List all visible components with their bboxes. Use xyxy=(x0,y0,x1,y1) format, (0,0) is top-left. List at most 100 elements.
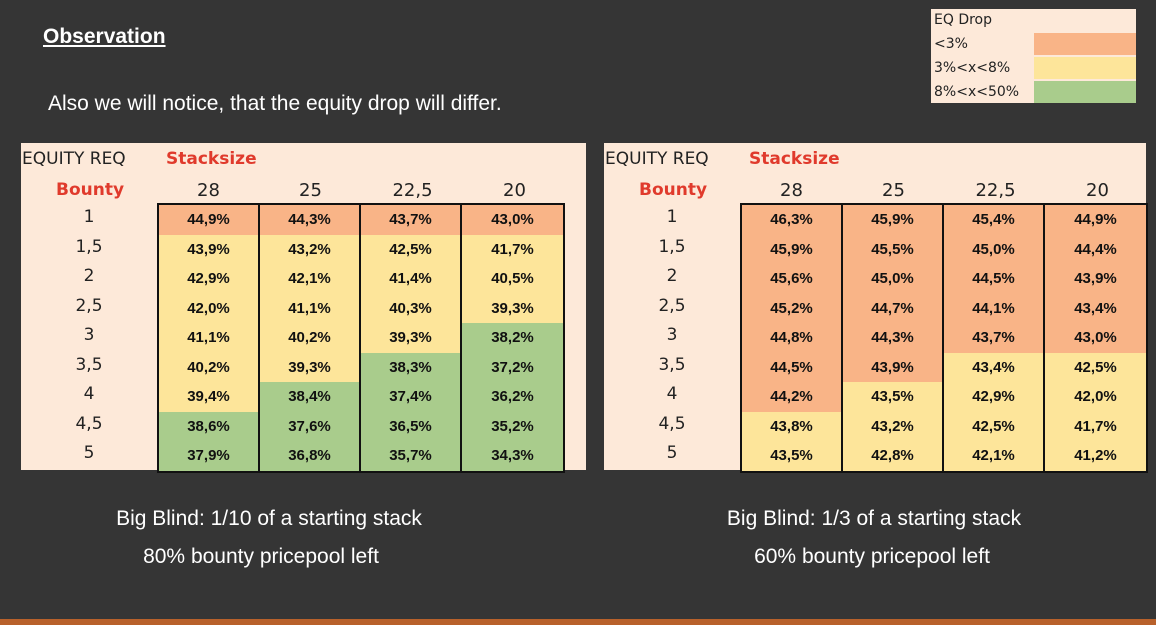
stack-header: 28 xyxy=(780,180,803,201)
right-caption-big-blind: Big Blind: 1/3 of a starting stack xyxy=(726,507,1022,530)
bounty-row-label: 2,5 xyxy=(75,295,103,316)
equity-cell: 40,2% xyxy=(159,352,260,382)
stack-header: 28 xyxy=(197,180,220,201)
equity-grid: 44,9% 44,3% 43,7% 43,0% 43,9% 43,2% 42,5% 41,7%… xyxy=(157,203,565,473)
eq-drop-legend: EQ Drop <3% 3%<x<8% 8%<x<50% xyxy=(931,9,1136,103)
equity-cell: 46,3% xyxy=(742,205,843,235)
equity-cell: 43,9% xyxy=(1045,264,1146,294)
equity-cell: 35,2% xyxy=(462,411,563,441)
legend-title: EQ Drop xyxy=(934,12,992,28)
equity-cell: 42,9% xyxy=(159,264,260,294)
bounty-label: Bounty xyxy=(639,180,708,200)
equity-cell: 40,5% xyxy=(462,264,563,294)
slide-intro-text: Also we will notice, that the equity dro… xyxy=(48,92,502,115)
equity-cell: 43,7% xyxy=(361,205,462,235)
equity-cell: 42,0% xyxy=(159,293,260,323)
equity-cell: 42,5% xyxy=(944,411,1045,441)
equity-cell: 45,9% xyxy=(742,234,843,264)
equity-cell: 36,5% xyxy=(361,411,462,441)
legend-item: 8%<x<50% xyxy=(931,81,1136,103)
equity-cell: 38,4% xyxy=(260,382,361,412)
legend-swatch xyxy=(1034,33,1136,55)
equity-cell: 39,4% xyxy=(159,382,260,412)
equity-grid: 46,3% 45,9% 45,4% 44,9% 45,9% 45,5% 45,0% 44,4%… xyxy=(740,203,1148,473)
stack-header: 20 xyxy=(503,180,526,201)
equity-cell: 39,3% xyxy=(361,323,462,353)
equity-cell: 36,8% xyxy=(260,441,361,471)
equity-cell: 35,7% xyxy=(361,441,462,471)
legend-item-label: <3% xyxy=(934,36,968,52)
equity-cell: 43,8% xyxy=(742,411,843,441)
stack-header: 20 xyxy=(1086,180,1109,201)
equity-cell: 43,2% xyxy=(843,411,944,441)
equity-cell: 43,2% xyxy=(260,234,361,264)
equity-cell: 45,0% xyxy=(843,264,944,294)
equity-cell: 38,3% xyxy=(361,352,462,382)
equity-cell: 45,2% xyxy=(742,293,843,323)
equity-cell: 34,3% xyxy=(462,441,563,471)
equity-cell: 43,9% xyxy=(159,234,260,264)
stack-header: 25 xyxy=(882,180,905,201)
equity-cell: 42,1% xyxy=(260,264,361,294)
equity-cell: 40,3% xyxy=(361,293,462,323)
bounty-row-label: 5 xyxy=(83,443,95,463)
equity-cell: 43,5% xyxy=(843,382,944,412)
bounty-row-label: 1,5 xyxy=(75,236,103,257)
bottom-accent-bar xyxy=(0,619,1156,625)
equity-cell: 44,9% xyxy=(159,205,260,235)
equity-cell: 44,8% xyxy=(742,323,843,353)
equity-cell: 44,2% xyxy=(742,382,843,412)
equity-cell: 43,9% xyxy=(843,352,944,382)
equity-cell: 44,1% xyxy=(944,293,1045,323)
equity-cell: 42,5% xyxy=(1045,352,1146,382)
bounty-row-label: 4,5 xyxy=(75,413,103,434)
equity-cell: 45,9% xyxy=(843,205,944,235)
equity-cell: 37,2% xyxy=(462,352,563,382)
legend-swatch xyxy=(1034,57,1136,79)
equity-cell: 40,2% xyxy=(260,323,361,353)
equity-cell: 42,0% xyxy=(1045,382,1146,412)
stack-header: 22,5 xyxy=(392,180,433,201)
legend-item: <3% xyxy=(931,33,1136,55)
equity-cell: 42,5% xyxy=(361,234,462,264)
equity-cell: 39,3% xyxy=(260,352,361,382)
equity-cell: 45,4% xyxy=(944,205,1045,235)
table-corner-label: EQUITY REQ xyxy=(605,149,709,169)
equity-cell: 44,9% xyxy=(1045,205,1146,235)
equity-cell: 43,0% xyxy=(1045,323,1146,353)
bounty-row-label: 1 xyxy=(83,207,95,227)
equity-cell: 38,2% xyxy=(462,323,563,353)
equity-cell: 42,9% xyxy=(944,382,1045,412)
equity-cell: 41,1% xyxy=(260,293,361,323)
equity-cell: 43,0% xyxy=(462,205,563,235)
equity-cell: 42,1% xyxy=(944,441,1045,471)
equity-cell: 41,4% xyxy=(361,264,462,294)
bounty-row-label: 2 xyxy=(83,266,95,286)
bounty-row-label: 3,5 xyxy=(658,354,686,375)
equity-cell: 44,5% xyxy=(944,264,1045,294)
bounty-row-label: 2 xyxy=(666,266,678,286)
right-caption-bounty-pool: 60% bounty pricepool left xyxy=(754,545,990,568)
bounty-row-label: 3,5 xyxy=(75,354,103,375)
equity-cell: 45,6% xyxy=(742,264,843,294)
stack-header: 22,5 xyxy=(975,180,1016,201)
equity-cell: 43,5% xyxy=(742,441,843,471)
equity-cell: 42,8% xyxy=(843,441,944,471)
bounty-label: Bounty xyxy=(56,180,125,200)
legend-item-label: 3%<x<8% xyxy=(934,60,1011,76)
left-caption-big-blind: Big Blind: 1/10 of a starting stack xyxy=(116,507,422,530)
bounty-row-label: 4,5 xyxy=(658,413,686,434)
equity-cell: 43,7% xyxy=(944,323,1045,353)
stacksize-label: Stacksize xyxy=(166,149,257,169)
equity-cell: 43,4% xyxy=(944,352,1045,382)
legend-item-label: 8%<x<50% xyxy=(934,84,1020,100)
equity-cell: 37,4% xyxy=(361,382,462,412)
bounty-row-label: 4 xyxy=(666,384,678,404)
equity-cell: 37,9% xyxy=(159,441,260,471)
slide-heading: Observation xyxy=(43,25,166,48)
equity-cell: 44,3% xyxy=(260,205,361,235)
equity-cell: 41,1% xyxy=(159,323,260,353)
bounty-row-label: 2,5 xyxy=(658,295,686,316)
equity-cell: 41,7% xyxy=(462,234,563,264)
equity-cell: 45,5% xyxy=(843,234,944,264)
